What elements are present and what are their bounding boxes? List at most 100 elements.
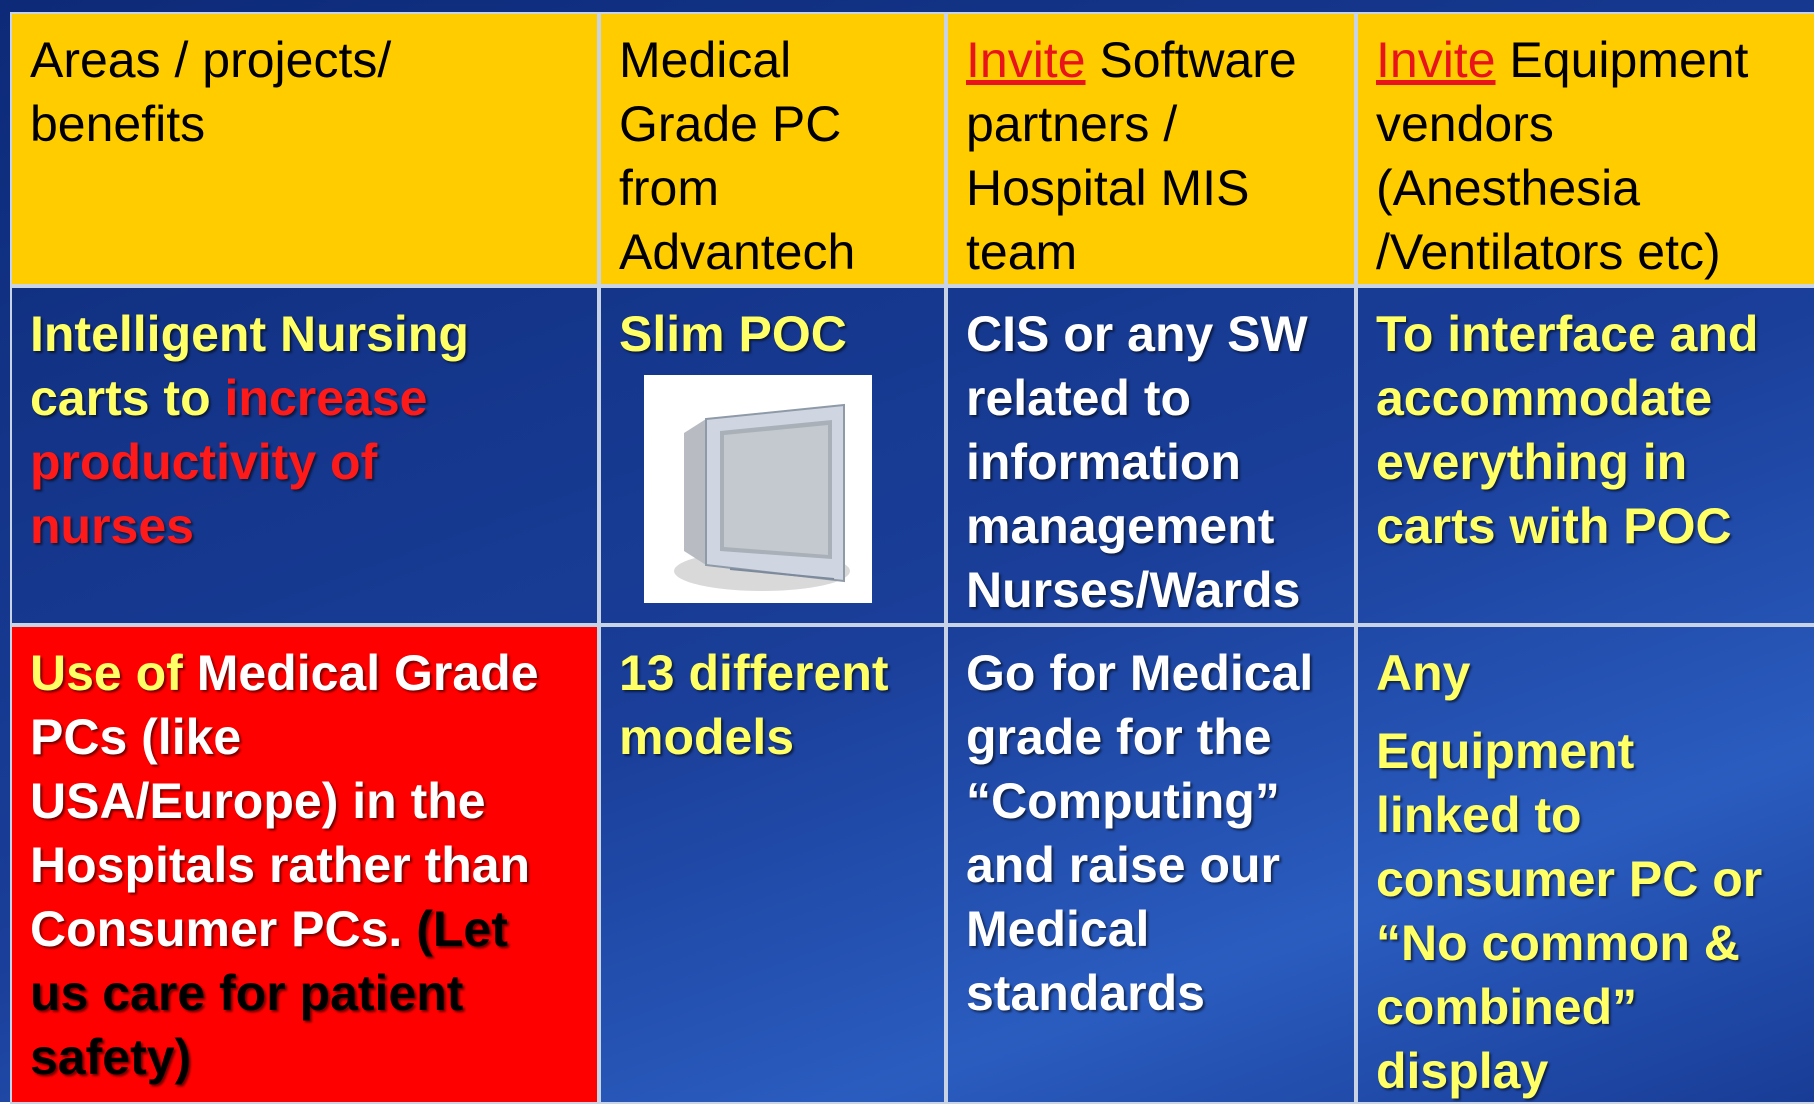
text-run: Grade PC <box>619 96 842 152</box>
text-line: Go for Medical <box>966 641 1336 705</box>
text-run: Hospital MIS <box>966 160 1250 216</box>
table-cell: To interface and accommodate everything in… <box>1356 286 1814 625</box>
text-run: Intelligent Nursing <box>30 306 469 362</box>
table-cell: Areas / projects/benefits <box>10 12 599 286</box>
text-run: CIS or any SW <box>966 306 1308 362</box>
text-line: benefits <box>30 92 579 156</box>
text-line: Equipment <box>1376 719 1796 783</box>
table-cell: Slim POC <box>599 286 946 625</box>
table-cell: Intelligent Nursing carts to increase prod… <box>10 286 599 625</box>
text-line: (Anesthesia <box>1376 156 1796 220</box>
text-run: Consumer PCs. <box>30 901 417 957</box>
text-run: linked to <box>1376 787 1582 843</box>
text-run: team <box>966 224 1078 280</box>
text-run: safety) <box>30 1029 192 1085</box>
text-run: /Ventilators etc) <box>1376 224 1721 280</box>
table-cell: Medical Grade PC from Advantech <box>599 12 946 286</box>
text-run: Advantech <box>619 224 856 280</box>
text-run: everything in <box>1376 434 1688 490</box>
table-cell: Invite Equipment vendors (Anesthesia/Venti… <box>1356 12 1814 286</box>
text-run: Medical Grade <box>196 645 539 701</box>
text-run: Hospitals rather than <box>30 837 531 893</box>
text-line: Grade PC <box>619 92 926 156</box>
text-line: /Ventilators etc) <box>1376 220 1796 284</box>
text-run: and raise our <box>966 837 1280 893</box>
text-line: Any <box>1376 641 1796 705</box>
text-line: Hospitals rather than <box>30 833 579 897</box>
text-line: grade for the <box>966 705 1336 769</box>
text-run: partners / <box>966 96 1178 152</box>
text-line: “Computing” <box>966 769 1336 833</box>
text-run: from <box>619 160 719 216</box>
text-run: related to <box>966 370 1192 426</box>
table-cell: Go for Medical grade for the “Computing” an… <box>946 625 1356 1104</box>
text-line: display <box>1376 1039 1796 1102</box>
text-line: Areas / projects/ <box>30 28 579 92</box>
table-cell: CIS or any SW related to information manage… <box>946 286 1356 625</box>
text-line: Slim POC <box>619 302 926 366</box>
text-line: vendors <box>1376 92 1796 156</box>
text-run: information <box>966 434 1241 490</box>
table-cell: Any Equipment linked to consumer PC or “No c… <box>1356 625 1814 1104</box>
text-run: USA/Europe) in the <box>30 773 486 829</box>
text-run: Use of <box>30 645 197 701</box>
text-run: grade for the <box>966 709 1272 765</box>
text-run: us care for patient <box>30 965 464 1021</box>
text-line: standards <box>966 961 1336 1025</box>
text-run: Equipment <box>1495 32 1749 88</box>
text-line: combined” <box>1376 975 1796 1039</box>
text-run: models <box>619 709 795 765</box>
text-line: Invite Software <box>966 28 1336 92</box>
text-run: Equipment <box>1376 723 1635 779</box>
text-run: Invite <box>966 32 1086 88</box>
text-run: consumer PC or <box>1376 851 1763 907</box>
text-run: Medical <box>619 32 792 88</box>
text-line: management <box>966 494 1336 558</box>
text-run: “No common & <box>1376 915 1740 971</box>
text-run: combined” <box>1376 979 1638 1035</box>
text-run: 13 different <box>619 645 889 701</box>
text-run: Nurses/Wards <box>966 562 1301 618</box>
text-line: partners / <box>966 92 1336 156</box>
product-photo <box>644 375 872 603</box>
text-line: PCs (like <box>30 705 579 769</box>
text-run: productivity of <box>30 434 378 490</box>
text-line: and raise our <box>966 833 1336 897</box>
text-line: Nurses/Wards <box>966 558 1336 622</box>
text-line: Intelligent Nursing <box>30 302 579 366</box>
text-line: us care for patient <box>30 961 579 1025</box>
text-run: To interface and <box>1376 306 1759 362</box>
text-line: “No common & <box>1376 911 1796 975</box>
text-line: nurses <box>30 494 579 558</box>
text-line: from <box>619 156 926 220</box>
table-cell: Invite Software partners / Hospital MIS tea… <box>946 12 1356 286</box>
text-run: Slim POC <box>619 306 847 362</box>
text-run: Areas / projects/ <box>30 32 392 88</box>
text-line: linked to <box>1376 783 1796 847</box>
text-line: Medical <box>619 28 926 92</box>
text-line: 13 different <box>619 641 926 705</box>
text-run: Go for Medical <box>966 645 1314 701</box>
text-run: carts to <box>30 370 225 426</box>
text-line: information <box>966 430 1336 494</box>
text-line: Hospital MIS <box>966 156 1336 220</box>
text-line: everything in <box>1376 430 1796 494</box>
text-run: nurses <box>30 498 194 554</box>
text-run: PCs (like <box>30 709 242 765</box>
text-line: carts with POC <box>1376 494 1796 558</box>
table-cell: Use of Medical Grade PCs (like USA/Europe)… <box>10 625 599 1104</box>
text-line: Invite Equipment <box>1376 28 1796 92</box>
text-run: carts with POC <box>1376 498 1732 554</box>
text-line: productivity of <box>30 430 579 494</box>
text-run: display <box>1376 1043 1549 1099</box>
text-run: “Computing” <box>966 773 1280 829</box>
text-line: models <box>619 705 926 769</box>
text-line: safety) <box>30 1025 579 1089</box>
text-line: USA/Europe) in the <box>30 769 579 833</box>
text-line: consumer PC or <box>1376 847 1796 911</box>
text-line: CIS or any SW <box>966 302 1336 366</box>
text-line: accommodate <box>1376 366 1796 430</box>
text-run: Medical <box>966 901 1150 957</box>
text-run: Invite <box>1376 32 1496 88</box>
